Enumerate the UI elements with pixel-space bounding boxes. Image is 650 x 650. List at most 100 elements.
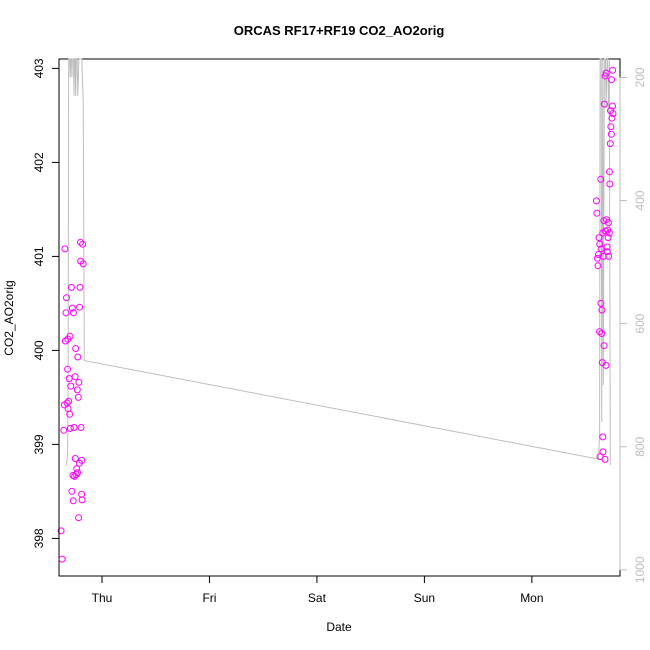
- pressure-line: [66, 58, 611, 466]
- data-point: [70, 309, 77, 317]
- right-y-tick-label: 400: [633, 190, 647, 210]
- data-point: [600, 342, 608, 350]
- data-point: [67, 283, 75, 291]
- data-point: [602, 361, 610, 369]
- data-point: [600, 100, 608, 108]
- data-point: [58, 555, 66, 563]
- y-tick-label: 399: [32, 434, 46, 454]
- right-y-tick-label: 800: [633, 436, 647, 456]
- data-point: [68, 304, 76, 312]
- right-y-tick-label: 1000: [633, 556, 647, 583]
- data-point: [604, 219, 612, 227]
- data-point: [74, 353, 82, 361]
- data-point: [606, 168, 613, 176]
- data-point: [594, 262, 602, 270]
- data-point: [70, 424, 78, 431]
- chart-title: ORCAS RF17+RF19 CO2_AO2orig: [234, 23, 445, 38]
- pressure-line-layer: [66, 58, 611, 466]
- data-point: [67, 382, 75, 390]
- data-point: [593, 209, 601, 217]
- data-point: [606, 140, 614, 148]
- data-point: [75, 514, 83, 522]
- y-tick-label: 403: [32, 58, 46, 78]
- data-point: [597, 175, 605, 183]
- data-point: [71, 455, 79, 462]
- right-y-tick-label: 600: [633, 313, 647, 333]
- data-point: [76, 303, 84, 311]
- data-point: [595, 251, 602, 258]
- data-point: [73, 465, 81, 473]
- data-point: [66, 424, 74, 432]
- data-point: [77, 424, 85, 431]
- data-point: [73, 386, 81, 394]
- data-point: [605, 229, 613, 237]
- data-points-layer: [57, 66, 617, 563]
- data-point: [599, 433, 607, 441]
- y-tick-label: 400: [32, 340, 46, 360]
- right-y-tick-label: 200: [633, 67, 647, 87]
- data-point: [595, 234, 603, 242]
- data-point: [61, 245, 69, 253]
- data-point: [603, 243, 611, 251]
- data-point: [69, 497, 77, 505]
- data-point: [62, 309, 70, 317]
- data-point: [609, 66, 617, 74]
- data-point: [79, 240, 87, 248]
- x-tick-label: Sat: [308, 591, 327, 605]
- data-point: [71, 373, 79, 381]
- data-point: [606, 180, 614, 188]
- y-tick-label: 401: [32, 246, 46, 266]
- data-point: [602, 69, 610, 77]
- data-point: [79, 260, 87, 268]
- x-axis: Thu Fri Sat Sun Mon: [92, 575, 544, 605]
- data-point: [601, 455, 609, 463]
- data-point: [65, 397, 73, 405]
- x-tick-label: Thu: [92, 591, 113, 605]
- right-y-axis: 200 400 600 800 1000: [619, 67, 647, 583]
- y-tick-label: 402: [32, 152, 46, 172]
- data-point: [68, 487, 76, 495]
- data-point: [63, 294, 70, 302]
- x-tick-label: Sun: [414, 591, 435, 605]
- y-axis-label: CO2_AO2orig: [2, 280, 16, 355]
- data-point: [78, 490, 86, 498]
- data-point: [596, 240, 604, 248]
- data-point: [74, 469, 81, 477]
- data-point: [603, 248, 611, 256]
- data-point: [599, 252, 607, 260]
- data-point: [78, 496, 86, 504]
- data-point: [608, 76, 616, 84]
- data-point: [605, 252, 613, 260]
- data-point: [607, 123, 615, 131]
- data-point: [78, 456, 86, 464]
- data-point: [609, 102, 616, 110]
- data-point: [65, 375, 73, 383]
- data-point: [597, 299, 605, 307]
- data-point: [599, 448, 607, 456]
- data-point: [57, 527, 65, 535]
- data-point: [75, 378, 83, 386]
- data-point: [598, 306, 606, 314]
- data-point: [596, 328, 604, 336]
- data-point: [77, 238, 84, 246]
- x-axis-label: Date: [326, 620, 352, 634]
- x-tick-label: Fri: [202, 591, 216, 605]
- data-point: [607, 130, 615, 138]
- data-point: [592, 197, 600, 205]
- data-point: [64, 365, 72, 373]
- data-point: [76, 283, 84, 291]
- data-point: [72, 345, 80, 352]
- x-tick-label: Mon: [520, 591, 543, 605]
- y-tick-label: 398: [32, 528, 46, 548]
- data-point: [604, 234, 612, 242]
- plot-frame: [58, 58, 621, 577]
- data-point: [60, 426, 68, 434]
- data-point: [66, 332, 74, 340]
- data-point: [608, 114, 616, 122]
- data-point: [609, 110, 617, 117]
- data-point: [74, 393, 82, 401]
- data-point: [598, 330, 606, 337]
- data-point: [66, 410, 74, 418]
- y-axis: 398 399 400 401 402 403: [32, 58, 60, 548]
